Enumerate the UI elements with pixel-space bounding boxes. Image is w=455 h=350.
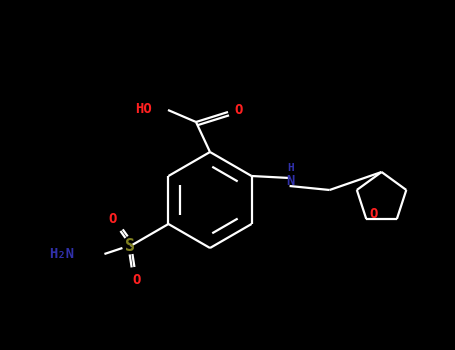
Text: S: S: [126, 237, 136, 255]
Text: HO: HO: [135, 102, 152, 116]
Text: O: O: [369, 207, 378, 221]
Text: O: O: [132, 273, 141, 287]
Text: H₂N: H₂N: [49, 247, 75, 261]
Text: O: O: [108, 212, 116, 226]
Text: N: N: [286, 174, 295, 188]
Text: O: O: [234, 103, 243, 117]
Text: H: H: [287, 163, 294, 173]
